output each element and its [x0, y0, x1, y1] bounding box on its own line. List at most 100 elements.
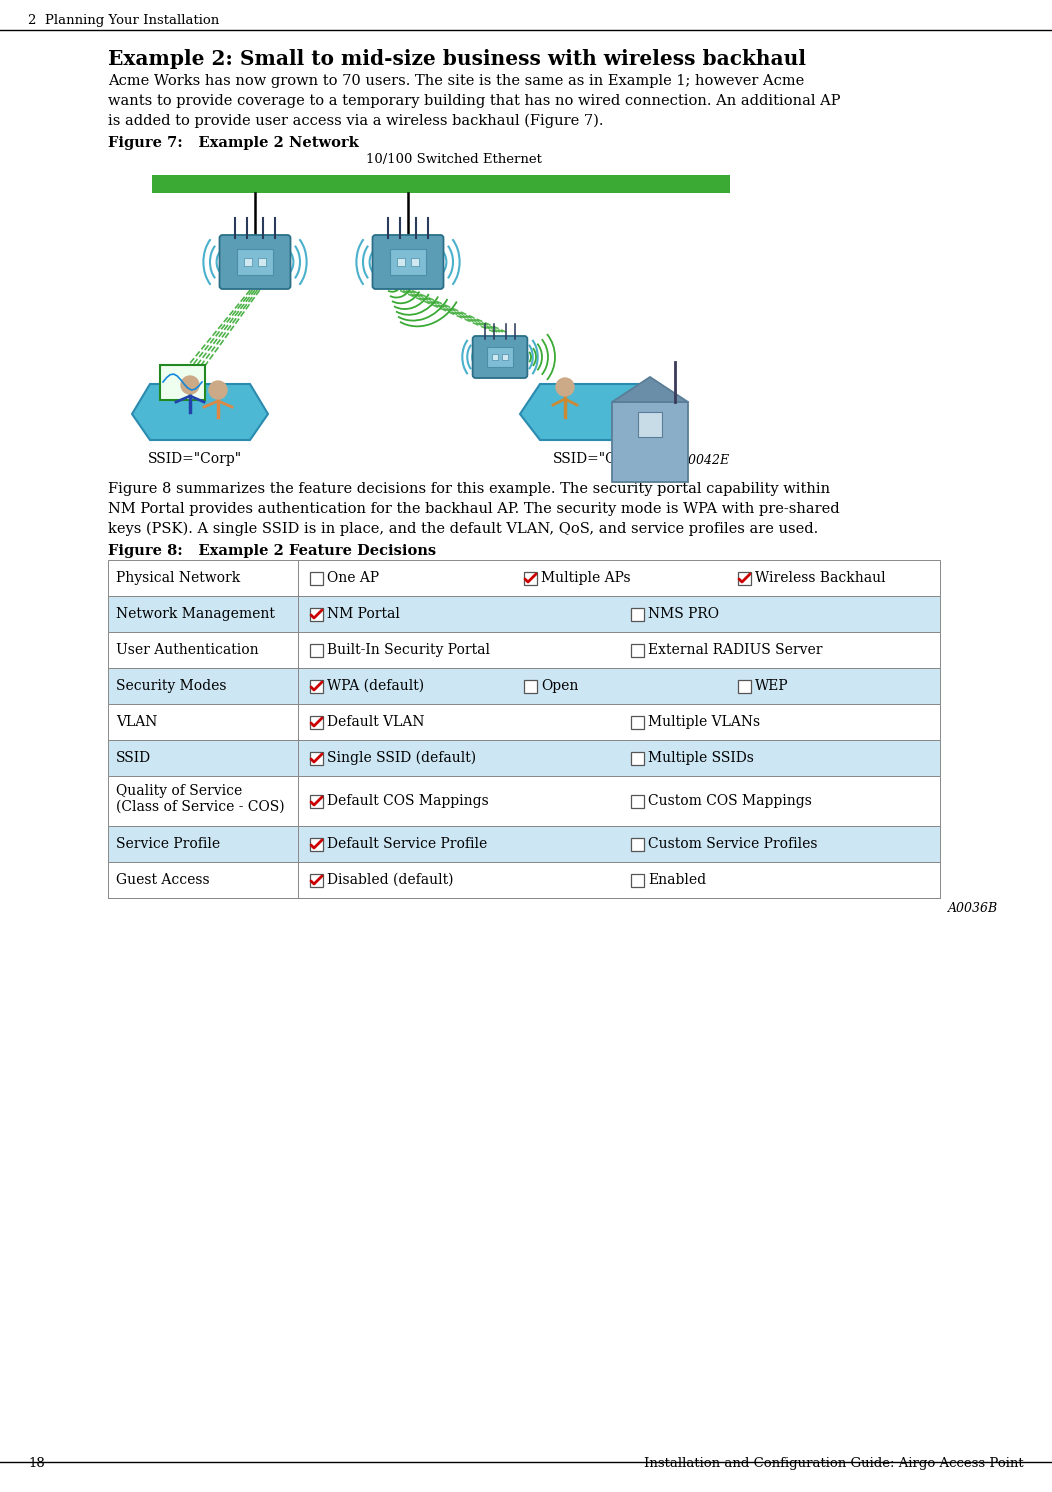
Polygon shape [132, 383, 268, 440]
Text: keys (PSK). A single SSID is in place, and the default VLAN, QoS, and service pr: keys (PSK). A single SSID is in place, a… [108, 522, 818, 537]
Text: One AP: One AP [327, 571, 379, 585]
Text: NM Portal provides authentication for the backhaul AP. The security mode is WPA : NM Portal provides authentication for th… [108, 501, 839, 516]
Bar [390, 249, 426, 275]
Bar [524, 679, 537, 692]
Text: Multiple VLANs: Multiple VLANs [648, 715, 761, 730]
Text: Multiple APs: Multiple APs [541, 571, 630, 585]
Text: Service Profile: Service Profile [116, 837, 220, 850]
Bar [310, 643, 323, 656]
Text: 10/100 Switched Ethernet: 10/100 Switched Ethernet [366, 154, 542, 166]
Text: A0042E: A0042E [680, 454, 730, 467]
Text: Disabled (default): Disabled (default) [327, 873, 453, 888]
Text: Network Management: Network Management [116, 607, 275, 621]
Bar [310, 752, 323, 764]
Text: WPA (default): WPA (default) [327, 679, 424, 692]
Text: WEP: WEP [755, 679, 789, 692]
Text: Default COS Mappings: Default COS Mappings [327, 794, 489, 809]
Text: Security Modes: Security Modes [116, 679, 226, 692]
Text: Enabled: Enabled [648, 873, 706, 888]
Text: Default Service Profile: Default Service Profile [327, 837, 487, 850]
Bar [310, 873, 323, 886]
Text: Quality of Service: Quality of Service [116, 783, 242, 798]
Text: Custom COS Mappings: Custom COS Mappings [648, 794, 812, 809]
Bar [411, 258, 419, 266]
Text: NM Portal: NM Portal [327, 607, 400, 621]
Bar [503, 354, 508, 360]
Bar [631, 795, 644, 807]
Bar [638, 412, 662, 437]
FancyBboxPatch shape [220, 236, 290, 289]
FancyBboxPatch shape [472, 336, 527, 377]
Bar [108, 827, 940, 862]
Circle shape [181, 376, 199, 394]
Text: Example 2 Feature Decisions: Example 2 Feature Decisions [178, 545, 437, 558]
Text: 18: 18 [28, 1458, 45, 1470]
Text: wants to provide coverage to a temporary building that has no wired connection. : wants to provide coverage to a temporary… [108, 94, 841, 107]
Bar [491, 354, 498, 360]
Text: User Authentication: User Authentication [116, 643, 259, 656]
Bar [739, 679, 751, 692]
Text: Example 2: Small to mid-size business with wireless backhaul: Example 2: Small to mid-size business wi… [108, 49, 806, 69]
Bar [108, 560, 940, 595]
Bar [310, 571, 323, 585]
Bar [631, 716, 644, 728]
Bar [310, 607, 323, 621]
Bar [397, 258, 405, 266]
Bar [310, 716, 323, 728]
Text: Figure 8 summarizes the feature decisions for this example. The security portal : Figure 8 summarizes the feature decision… [108, 482, 830, 495]
Text: (Class of Service - COS): (Class of Service - COS) [116, 800, 285, 815]
Bar [310, 679, 323, 692]
Text: NMS PRO: NMS PRO [648, 607, 719, 621]
Polygon shape [612, 377, 688, 401]
Polygon shape [520, 383, 680, 440]
Bar [631, 873, 644, 886]
Text: SSID="Corp": SSID="Corp" [553, 452, 647, 466]
Bar [108, 740, 940, 776]
Text: External RADIUS Server: External RADIUS Server [648, 643, 823, 656]
Text: Example 2 Network: Example 2 Network [178, 136, 359, 151]
Bar [108, 776, 940, 827]
Text: Open: Open [541, 679, 579, 692]
Text: SSID: SSID [116, 750, 151, 765]
Text: is added to provide user access via a wireless backhaul (Figure 7).: is added to provide user access via a wi… [108, 113, 604, 128]
Text: Wireless Backhaul: Wireless Backhaul [755, 571, 886, 585]
Text: 2  Planning Your Installation: 2 Planning Your Installation [28, 13, 219, 27]
Text: Guest Access: Guest Access [116, 873, 209, 888]
Polygon shape [612, 401, 688, 482]
Text: Multiple SSIDs: Multiple SSIDs [648, 750, 754, 765]
Bar [310, 837, 323, 850]
Bar [108, 595, 940, 633]
FancyBboxPatch shape [372, 236, 444, 289]
Text: Built-In Security Portal: Built-In Security Portal [327, 643, 490, 656]
Text: VLAN: VLAN [116, 715, 158, 730]
Bar [310, 795, 323, 807]
Text: SSID="Corp": SSID="Corp" [148, 452, 242, 466]
Text: Figure 7:: Figure 7: [108, 136, 183, 151]
Text: Custom Service Profiles: Custom Service Profiles [648, 837, 817, 850]
Bar [631, 837, 644, 850]
Bar [631, 643, 644, 656]
Bar [631, 752, 644, 764]
Bar [524, 571, 537, 585]
Text: A0036B: A0036B [948, 903, 998, 915]
Bar [487, 348, 513, 367]
Bar [151, 175, 730, 192]
Text: Single SSID (default): Single SSID (default) [327, 750, 477, 765]
Circle shape [557, 377, 574, 395]
Text: Acme Works has now grown to 70 users. The site is the same as in Example 1; howe: Acme Works has now grown to 70 users. Th… [108, 75, 804, 88]
Text: Figure 8:: Figure 8: [108, 545, 183, 558]
Bar [244, 258, 251, 266]
Bar [631, 607, 644, 621]
Text: Physical Network: Physical Network [116, 571, 240, 585]
Bar [108, 862, 940, 898]
Text: Default VLAN: Default VLAN [327, 715, 425, 730]
Bar [108, 704, 940, 740]
Bar [258, 258, 266, 266]
Bar [160, 366, 205, 400]
Bar [237, 249, 272, 275]
Bar [108, 668, 940, 704]
Text: Installation and Configuration Guide: Airgo Access Point: Installation and Configuration Guide: Ai… [645, 1458, 1024, 1470]
Bar [108, 633, 940, 668]
Bar [739, 571, 751, 585]
Circle shape [209, 380, 227, 398]
